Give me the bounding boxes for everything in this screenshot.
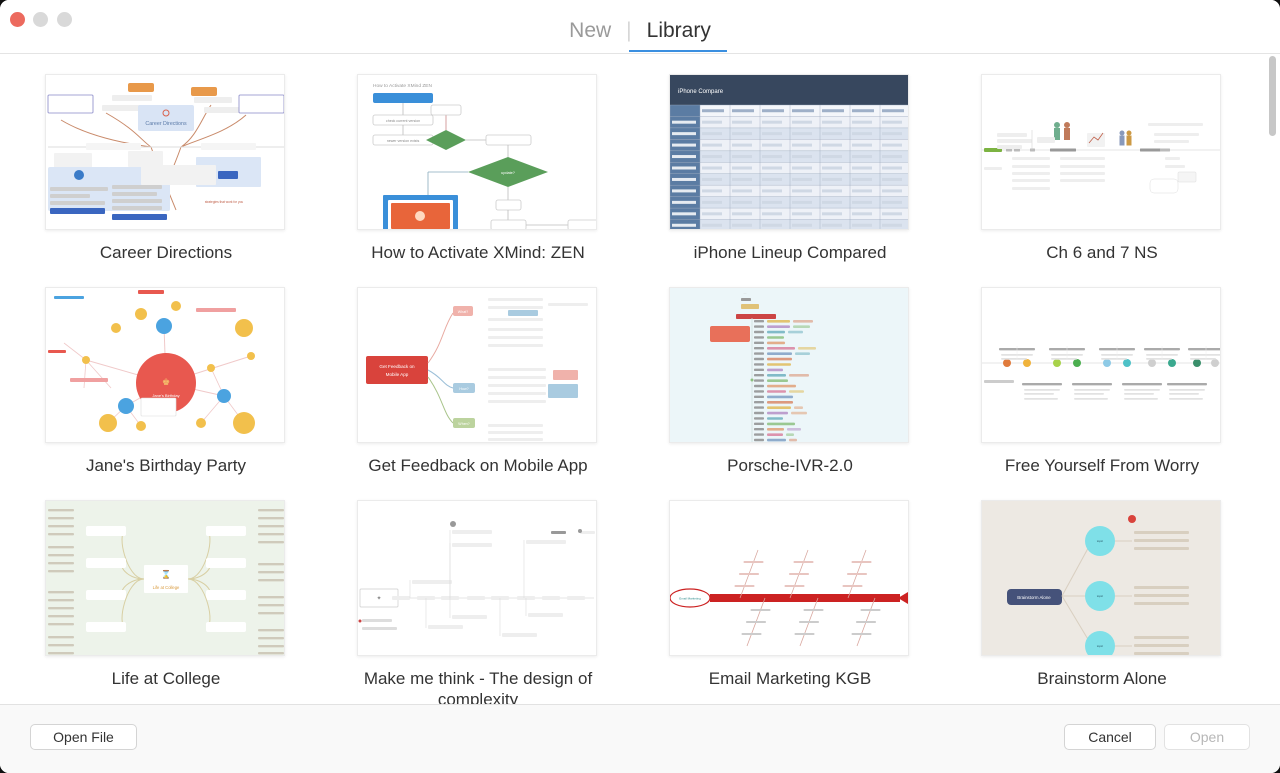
svg-text:topic: topic: [1097, 594, 1104, 598]
svg-text:iPhone Compare: iPhone Compare: [678, 89, 724, 95]
svg-text:Jane's Birthday: Jane's Birthday: [152, 393, 179, 398]
svg-text:strategies that work for you: strategies that work for you: [205, 200, 243, 204]
svg-text:When?: When?: [458, 422, 469, 426]
svg-text:update?: update?: [501, 171, 515, 175]
svg-text:What?: What?: [458, 310, 468, 314]
svg-text:Get Feedback on: Get Feedback on: [379, 364, 415, 369]
svg-text:Brainstorm Alone: Brainstorm Alone: [1017, 595, 1051, 600]
svg-text:Email Marketing: Email Marketing: [679, 597, 701, 601]
svg-text:How?: How?: [459, 387, 468, 391]
svg-text:newer version exists: newer version exists: [387, 139, 420, 143]
svg-text:Life at College: Life at College: [153, 585, 180, 590]
svg-text:check current version: check current version: [386, 119, 420, 123]
svg-text:⋯: ⋯: [744, 291, 747, 295]
svg-text:⌛: ⌛: [161, 569, 171, 579]
svg-text:♚: ♚: [162, 377, 170, 387]
svg-text:topic: topic: [1097, 539, 1104, 543]
svg-text:How to Activate XMind ZEN: How to Activate XMind ZEN: [373, 83, 432, 89]
svg-text:topic: topic: [1097, 644, 1104, 648]
svg-text:✦: ✦: [376, 595, 381, 602]
svg-text:Career Directions: Career Directions: [145, 121, 187, 127]
svg-text:Mobile App: Mobile App: [386, 372, 409, 377]
